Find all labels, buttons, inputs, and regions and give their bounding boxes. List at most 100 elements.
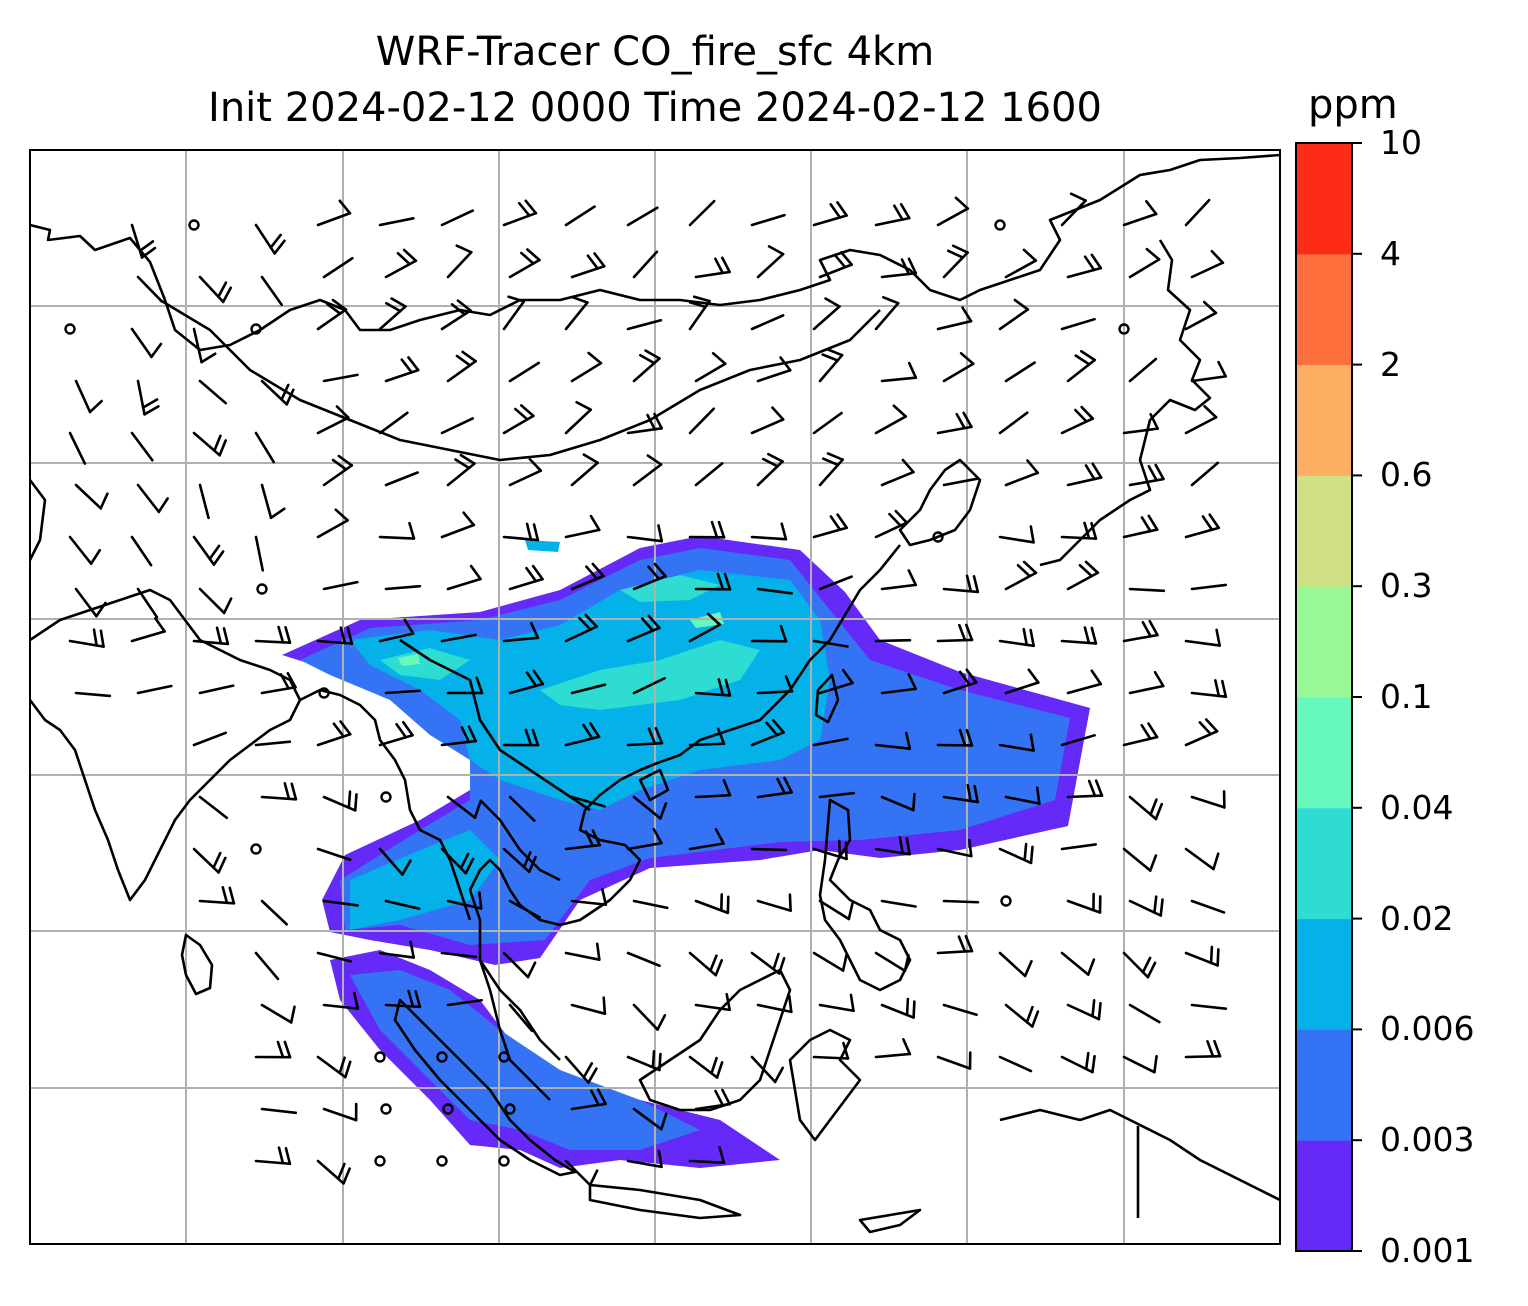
barb-feather [602,996,607,1015]
barb-staff [1128,587,1166,593]
coastline-borneo [638,968,792,1112]
barb-staff [260,483,273,520]
barb-feather [958,728,967,747]
barb-feather [829,203,842,219]
wind-barb [570,453,599,487]
barb-staff [694,462,724,487]
barb-feather [658,1052,662,1072]
barb-feather [787,994,793,1014]
wind-barb [880,792,916,812]
barb-feather [1090,253,1103,270]
barb-feather [656,1014,667,1031]
wind-barb [446,564,482,591]
wind-barb [874,1038,912,1059]
wind-barb [812,1041,850,1060]
barb-feather [582,1062,594,1079]
barb-feather [1029,845,1034,865]
barb-feather [95,601,107,618]
wind-barb [570,252,606,279]
barb-staff [254,951,280,981]
barb-staff [936,949,974,955]
wind-barb [1190,360,1227,383]
barb-feather [339,626,347,645]
barb-feather [907,673,918,691]
wind-barb [446,795,482,819]
wind-barb [1184,404,1218,435]
wind-barb [942,783,979,804]
wind-barb [446,891,483,910]
wind-barb [626,206,659,227]
barb-staff [1190,691,1228,699]
barb-staff [384,368,420,383]
barb-feather [403,618,415,635]
barb-feather [1204,718,1219,733]
barb-staff [440,633,477,643]
wind-barb [688,828,725,851]
wind-barb [130,431,154,462]
barb-feather [772,952,780,971]
barb-feather [390,297,407,308]
barb-staff [316,951,353,963]
barb-feather [1146,961,1157,979]
barb-feather [1094,779,1104,797]
wind-barb [378,521,416,540]
wind-barb [812,411,843,435]
barb-staff [632,357,661,383]
barb-feather [1140,516,1152,533]
wind-barb [1184,945,1220,967]
wind-barb [632,899,669,910]
barb-staff [942,1003,978,1017]
barb-feather [968,838,973,858]
wind-barb [632,795,668,820]
colorbar-tick-label: 0.1 [1380,677,1433,716]
wind-barb [818,993,855,1013]
barb-staff [626,318,663,331]
barb-feather [714,1089,725,1107]
barb-staff [446,899,483,910]
barb-feather [893,204,904,221]
barb-staff [688,742,726,747]
wind-barb [502,295,526,331]
wind-barb [1128,670,1165,695]
colorbar-tick-label: 4 [1380,233,1401,273]
barb-staff [260,795,298,801]
barb-feather [771,718,785,734]
barb-staff [688,407,716,435]
barb-staff [812,305,841,331]
wind-barb [570,1088,607,1111]
colorbar-segment [1296,1029,1352,1141]
wind-barb [1128,247,1161,279]
barb-staff [502,211,538,227]
coastline-korea-japan [898,239,1212,567]
barb-feather [284,625,292,644]
coastline-new-guinea [999,1108,1281,1202]
barb-staff [1060,535,1098,540]
wind-barb [750,847,788,852]
barb-feather [1154,463,1165,481]
barb-feather [1025,1005,1034,1024]
wind-barb [254,535,265,572]
wind-barb [564,295,589,331]
barb-feather [904,731,912,750]
wind-barb [564,205,596,227]
barb-staff [570,461,599,487]
barb-staff [564,408,593,435]
wind-barb [756,245,785,279]
wind-barb [688,295,711,331]
barb-feather [532,669,545,686]
wind-barb [74,587,107,618]
wind-barb [322,454,354,487]
wind-barb [192,626,230,646]
barb-feather [1145,200,1158,216]
barb-feather [720,256,731,274]
barb-staff [818,575,853,591]
barb-staff [688,199,716,227]
barb-feather [475,676,484,695]
barb-feather [647,565,661,581]
barb-staff [694,1102,731,1111]
wind-barb [688,199,716,227]
barb-feather [584,613,599,628]
wind-barbs [64,192,1228,1187]
barb-staff [942,477,979,487]
barb-feather [1153,670,1165,688]
